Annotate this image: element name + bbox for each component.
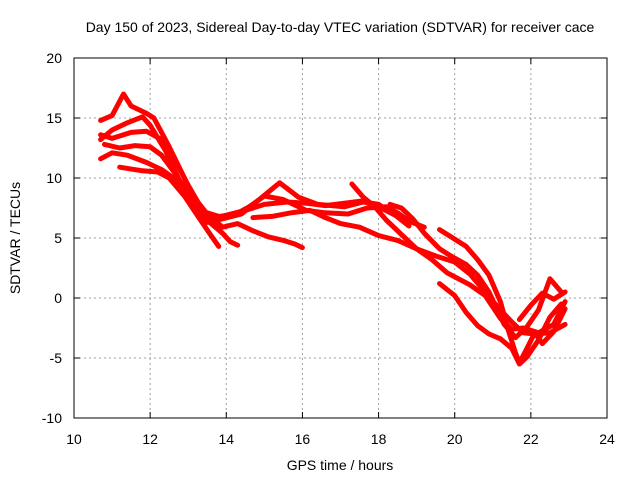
series-track-12	[516, 289, 568, 323]
x-tick-label: 14	[218, 431, 234, 447]
y-tick-labels: -10 -5 0 5 10 15 20	[42, 50, 62, 426]
y-tick-label: 10	[46, 170, 62, 186]
y-tick-label: 5	[54, 230, 62, 246]
x-tick-label: 20	[447, 431, 463, 447]
series-layer	[98, 91, 568, 367]
y-tick-label: 0	[54, 290, 62, 306]
series-track-3	[98, 128, 427, 230]
x-tick-label: 16	[295, 431, 311, 447]
axis-ticks	[73, 57, 608, 419]
y-tick-label: -10	[42, 410, 62, 426]
x-tick-label: 12	[142, 431, 158, 447]
x-axis-label: GPS time / hours	[287, 457, 394, 473]
x-tick-label: 18	[371, 431, 387, 447]
chart-title: Day 150 of 2023, Sidereal Day-to-day VTE…	[86, 19, 595, 35]
x-tick-labels: 10 12 14 16 18 20 22 24	[66, 431, 615, 447]
x-tick-label: 22	[523, 431, 539, 447]
y-tick-label: 20	[46, 50, 62, 66]
x-tick-label: 10	[66, 431, 82, 447]
grid-lines	[74, 58, 607, 418]
series-track-9	[387, 201, 564, 341]
series-track-7	[250, 207, 568, 337]
y-tick-label: 15	[46, 110, 62, 126]
y-tick-label: -5	[50, 350, 63, 366]
series-track-11	[437, 281, 564, 367]
series-track-6	[117, 164, 222, 249]
y-axis-label: SDTVAR / TECUs	[7, 182, 23, 294]
series-track-10	[437, 227, 568, 366]
x-tick-label: 24	[599, 431, 615, 447]
series-track-8	[349, 181, 568, 336]
series-track-5	[98, 150, 305, 251]
